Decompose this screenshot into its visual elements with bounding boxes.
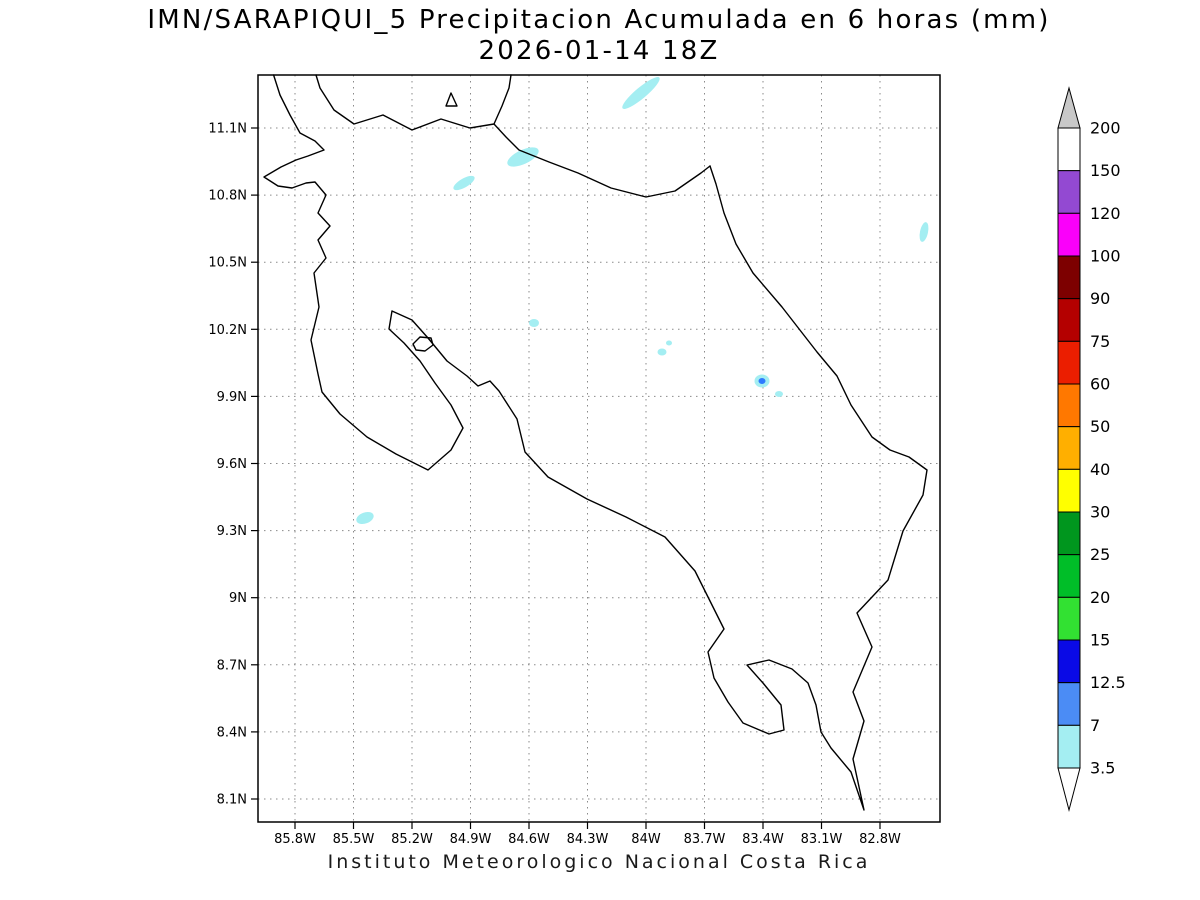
precip-cell — [775, 391, 783, 397]
colorbar-segment — [1057, 426, 1081, 470]
colorbar-segment — [1057, 212, 1081, 257]
axes: 85.8W 85.5W 85.2W 84.9W 84.6W 84.3W 84W 83.7W 83… — [208, 122, 901, 848]
lat-tick-label: 9.3N — [217, 524, 247, 539]
colorbar-label: 12.5 — [1090, 673, 1126, 692]
colorbar-segment — [1057, 554, 1081, 598]
footer-caption: Instituto Meteorologico Nacional Costa R… — [327, 851, 871, 873]
lat-tick-label: 10.2N — [208, 323, 247, 338]
precip-shading — [356, 77, 929, 525]
colorbar-segment — [1057, 639, 1081, 684]
lon-tick-label: 85.5W — [333, 832, 375, 847]
colorbar-label: 15 — [1090, 631, 1110, 650]
colorbar-label: 60 — [1090, 375, 1110, 394]
lake-nicaragua-shore — [315, 74, 512, 131]
title-block: IMN/SARAPIQUI_5 Precipitacion Acumulada … — [0, 5, 1198, 67]
lake-island — [445, 92, 458, 107]
colorbar-segment — [1057, 255, 1081, 300]
colorbar-segment — [1057, 468, 1081, 513]
precip-cell — [622, 77, 660, 109]
precip-cell — [919, 222, 929, 242]
lon-tick-label: 84W — [631, 832, 661, 847]
plot-frame — [257, 74, 941, 823]
precip-cell — [666, 340, 672, 346]
lon-tick-label: 84.6W — [508, 832, 550, 847]
precip-cell — [356, 511, 374, 525]
colorbar-segment — [1057, 383, 1081, 428]
lon-tick-label: 83.1W — [801, 832, 843, 847]
lat-tick-label: 9.6N — [217, 457, 247, 472]
colorbar-label: 30 — [1090, 503, 1110, 522]
colorbar-top-arrow — [1057, 86, 1081, 129]
precip-cell-core — [758, 378, 766, 384]
lat-tick-label: 8.1N — [217, 793, 247, 808]
lat-tick-label: 9.9N — [217, 390, 247, 405]
colorbar-label: 150 — [1090, 161, 1121, 180]
colorbar-segment — [1057, 298, 1081, 342]
colorbar-label: 120 — [1090, 204, 1121, 223]
colorbar-label: 40 — [1090, 460, 1110, 479]
lon-tick-label: 84.9W — [450, 832, 492, 847]
precip-cell — [453, 175, 475, 191]
colorbar-segment — [1057, 682, 1081, 726]
colorbar-segment — [1057, 511, 1081, 556]
chira-island — [412, 336, 434, 352]
lat-tick-label: 8.4N — [217, 725, 247, 740]
colorbar-label: 50 — [1090, 417, 1110, 436]
lon-tick-label: 82.8W — [859, 832, 901, 847]
lon-tick-label: 83.4W — [742, 832, 784, 847]
precip-cell — [529, 319, 539, 327]
lat-tick-label: 8.7N — [217, 658, 247, 673]
colorbar-label: 3.5 — [1090, 759, 1115, 778]
coastline-group — [263, 74, 928, 811]
colorbar-segment — [1057, 170, 1081, 214]
colorbar-label: 100 — [1090, 247, 1121, 266]
lat-tick-label: 9N — [229, 591, 247, 606]
lat-tick-label: 10.8N — [208, 189, 247, 204]
colorbar-label: 20 — [1090, 588, 1110, 607]
costa-rica-coastline — [263, 74, 928, 811]
rio-san-juan-border-line — [493, 123, 711, 198]
precip-cell — [507, 147, 539, 167]
colorbar-label: 200 — [1090, 119, 1121, 138]
colorbar: 200 150 120 100 90 75 60 50 40 30 25 20 15 12.5 7 3.5 — [1057, 86, 1126, 812]
lat-tick-label: 11.1N — [208, 122, 247, 137]
grid-lines — [258, 75, 940, 822]
colorbar-segment — [1057, 724, 1081, 769]
colorbar-segment — [1057, 340, 1081, 385]
colorbar-bottom-arrow — [1057, 767, 1081, 812]
colorbar-segment — [1057, 127, 1081, 172]
plot-subtitle-datetime: 2026-01-14 18Z — [478, 36, 720, 66]
colorbar-label: 25 — [1090, 545, 1110, 564]
lat-tick-label: 10.5N — [208, 256, 247, 271]
colorbar-label: 7 — [1090, 716, 1100, 735]
lon-tick-label: 85.8W — [274, 832, 316, 847]
precip-cell — [657, 348, 667, 356]
lon-tick-label: 83.7W — [684, 832, 726, 847]
colorbar-label: 90 — [1090, 289, 1110, 308]
colorbar-label: 75 — [1090, 332, 1110, 351]
colorbar-segment — [1057, 596, 1081, 641]
lon-tick-label: 84.3W — [567, 832, 609, 847]
plot-title: IMN/SARAPIQUI_5 Precipitacion Acumulada … — [147, 5, 1051, 35]
lon-tick-label: 85.2W — [391, 832, 433, 847]
